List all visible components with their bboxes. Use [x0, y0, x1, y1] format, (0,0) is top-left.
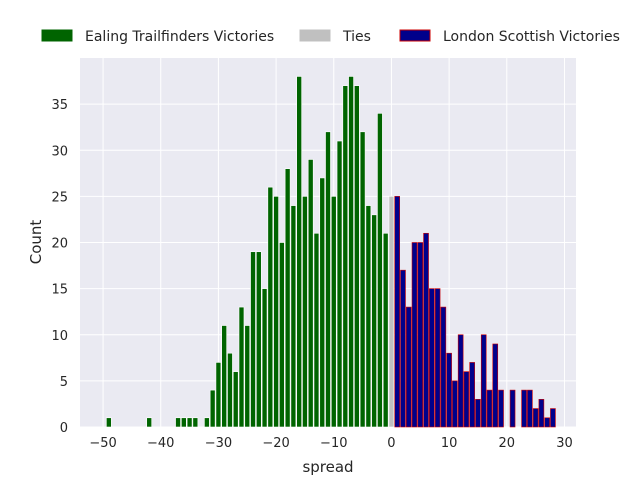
- bar-ealing-trailfinders-victories: [221, 325, 227, 428]
- bar-london-scottish-victories: [411, 242, 418, 428]
- bar-ealing-trailfinders-victories: [284, 168, 291, 428]
- bar-london-scottish-victories: [492, 343, 499, 428]
- y-tick-label: 30: [51, 144, 68, 159]
- legend-item-ealing-trailfinders-victories: Ealing Trailfinders Victories: [41, 29, 274, 45]
- bar-london-scottish-victories: [486, 389, 493, 428]
- bar-ealing-trailfinders-victories: [382, 232, 389, 428]
- bar-ealing-trailfinders-victories: [232, 371, 239, 428]
- bar-ealing-trailfinders-victories: [267, 186, 274, 428]
- bar-london-scottish-victories: [457, 334, 464, 428]
- bar-ealing-trailfinders-victories: [307, 159, 314, 428]
- bar-london-scottish-victories: [527, 389, 533, 428]
- bar-london-scottish-victories: [394, 196, 400, 428]
- bar-ealing-trailfinders-victories: [354, 85, 360, 428]
- x-tick-label: −10: [320, 436, 347, 451]
- bar-london-scottish-victories: [475, 399, 481, 428]
- x-tick-label: 10: [441, 436, 458, 451]
- bar-london-scottish-victories: [446, 352, 452, 428]
- bar-london-scottish-victories: [550, 408, 556, 428]
- bar-ealing-trailfinders-victories: [359, 131, 366, 428]
- bar-london-scottish-victories: [538, 399, 545, 428]
- x-tick-label: −30: [205, 436, 232, 451]
- bar-ties: [388, 196, 395, 428]
- x-tick-label: −20: [262, 436, 289, 451]
- bars-group: [106, 76, 556, 428]
- y-tick-label: 20: [51, 237, 68, 252]
- bar-london-scottish-victories: [498, 389, 504, 428]
- y-tick-label: 5: [60, 375, 68, 390]
- bar-london-scottish-victories: [463, 371, 470, 428]
- bar-ealing-trailfinders-victories: [261, 288, 268, 428]
- bar-ealing-trailfinders-victories: [290, 205, 297, 428]
- legend-label: London Scottish Victories: [443, 29, 620, 45]
- bar-ealing-trailfinders-victories: [365, 205, 372, 428]
- bar-ealing-trailfinders-victories: [244, 325, 251, 428]
- y-tick-label: 35: [51, 98, 68, 113]
- legend-label: Ealing Trailfinders Victories: [85, 29, 274, 45]
- bar-ealing-trailfinders-victories: [215, 362, 222, 428]
- bar-london-scottish-victories: [480, 334, 487, 428]
- bar-london-scottish-victories: [429, 288, 435, 428]
- bar-ealing-trailfinders-victories: [250, 251, 256, 428]
- bar-ealing-trailfinders-victories: [175, 417, 181, 428]
- bar-ealing-trailfinders-victories: [238, 306, 245, 428]
- legend-swatch: [399, 29, 431, 42]
- bar-ealing-trailfinders-victories: [146, 417, 152, 428]
- bar-ealing-trailfinders-victories: [336, 140, 343, 428]
- bar-ealing-trailfinders-victories: [279, 242, 285, 428]
- legend-swatch: [299, 29, 331, 42]
- bar-ealing-trailfinders-victories: [106, 417, 112, 428]
- bar-ealing-trailfinders-victories: [296, 76, 302, 428]
- x-tick-label: −40: [147, 436, 174, 451]
- x-tick-labels: −50 −40 −30 −20 −10 0 10 20 30: [89, 436, 572, 451]
- bar-ealing-trailfinders-victories: [302, 196, 308, 428]
- bar-ealing-trailfinders-victories: [192, 417, 199, 428]
- x-axis-label: spread: [302, 458, 353, 476]
- bar-london-scottish-victories: [405, 306, 412, 428]
- bar-ealing-trailfinders-victories: [342, 85, 349, 428]
- y-axis-label: Count: [27, 220, 45, 265]
- x-tick-label: −50: [89, 436, 116, 451]
- bar-london-scottish-victories: [544, 417, 550, 428]
- bar-london-scottish-victories: [434, 288, 441, 428]
- y-tick-label: 0: [60, 421, 68, 436]
- bar-ealing-trailfinders-victories: [256, 251, 262, 428]
- bar-ealing-trailfinders-victories: [348, 76, 354, 428]
- bar-london-scottish-victories: [521, 389, 527, 428]
- legend: Ealing Trailfinders Victories Ties London …: [41, 29, 620, 45]
- legend-item-london-scottish-victories: London Scottish Victories: [399, 29, 620, 45]
- y-tick-label: 25: [51, 190, 68, 205]
- x-tick-label: 0: [387, 436, 395, 451]
- legend-swatch: [41, 29, 73, 42]
- x-tick-label: 30: [556, 436, 573, 451]
- bar-ealing-trailfinders-victories: [313, 232, 320, 428]
- y-tick-labels: 0 5 10 15 20 25 30 35: [51, 98, 68, 436]
- x-tick-label: 20: [499, 436, 516, 451]
- bar-london-scottish-victories: [423, 232, 429, 428]
- bar-ealing-trailfinders-victories: [330, 196, 337, 428]
- bar-london-scottish-victories: [417, 242, 424, 428]
- bar-ealing-trailfinders-victories: [273, 196, 279, 428]
- bar-ealing-trailfinders-victories: [209, 389, 216, 428]
- bar-london-scottish-victories: [532, 408, 539, 428]
- y-tick-label: 10: [51, 329, 68, 344]
- y-tick-label: 15: [51, 283, 68, 298]
- bar-ealing-trailfinders-victories: [319, 177, 326, 428]
- bar-ealing-trailfinders-victories: [371, 214, 377, 428]
- bar-london-scottish-victories: [400, 269, 406, 428]
- legend-item-ties: Ties: [299, 29, 371, 45]
- bar-ealing-trailfinders-victories: [325, 131, 331, 428]
- bar-london-scottish-victories: [469, 362, 475, 428]
- bar-ealing-trailfinders-victories: [377, 113, 383, 428]
- bar-london-scottish-victories: [452, 380, 458, 428]
- bar-ealing-trailfinders-victories: [227, 352, 233, 428]
- legend-label: Ties: [342, 29, 371, 45]
- bar-london-scottish-victories: [440, 306, 447, 428]
- bar-london-scottish-victories: [509, 389, 516, 428]
- bar-ealing-trailfinders-victories: [181, 417, 187, 428]
- bar-ealing-trailfinders-victories: [186, 417, 193, 428]
- bar-ealing-trailfinders-victories: [204, 417, 210, 428]
